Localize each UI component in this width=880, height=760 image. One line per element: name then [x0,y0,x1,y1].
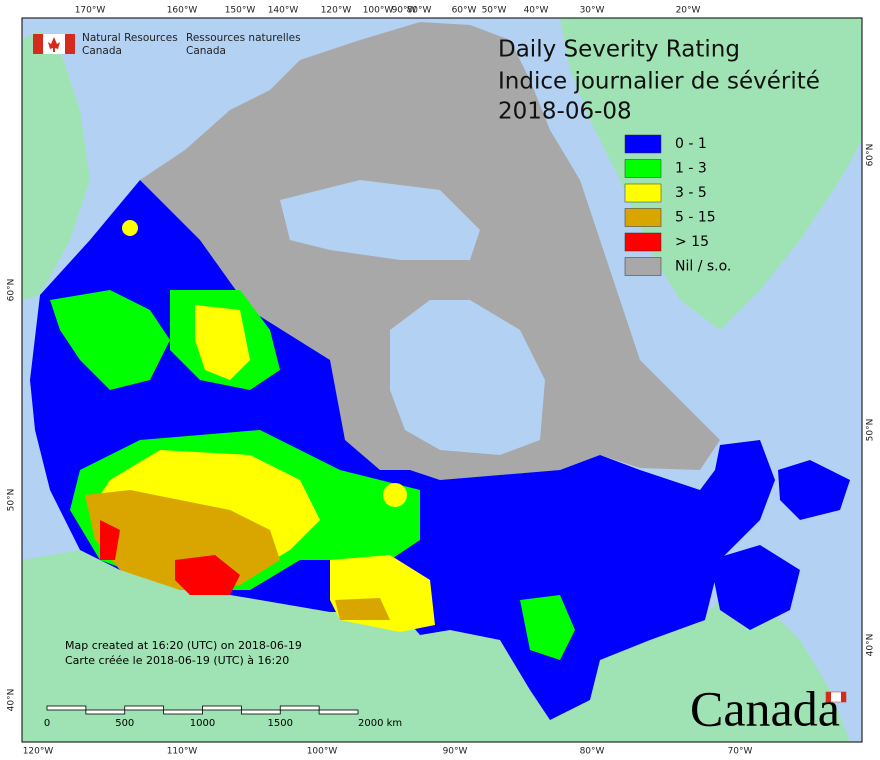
longitude-label: 120°W [321,6,352,16]
maritimes [710,545,800,630]
legend-label: Nil / s.o. [675,259,731,275]
greenland [560,18,862,330]
longitude-label: 20°W [676,6,701,16]
longitude-label: 100°W [307,747,338,757]
severity-3-5-nwt [195,305,250,380]
longitude-label: 50°W [482,6,507,16]
scale-label: 500 [115,718,134,729]
scale-bar-segment [163,709,203,715]
longitude-label: 100°W [363,6,394,16]
severity-1-3-west [50,290,170,390]
severity-gt15-bc [100,520,120,560]
note: Carte créée le 2018-06-19 (UTC) à 16:20 [65,654,289,667]
longitude-label: 140°W [268,6,299,16]
legend-swatch [624,183,662,203]
legend-swatch [624,159,662,178]
alaska [22,30,90,300]
scale-label: 1500 [268,718,293,729]
severity-5-15-prairies [85,490,280,590]
legend-swatch [624,134,662,154]
longitude-label: 40°W [524,6,549,16]
wordmark-flag [826,692,831,702]
severity-gt15-sask [175,555,240,595]
map-date: 2018-06-08 [498,99,632,125]
severity-1-3-east [520,595,575,660]
flag-bar [65,34,75,54]
latitude-label: 40°N [7,689,17,712]
latitude-label: 50°N [7,489,17,512]
longitude-label: 90°W [443,747,468,757]
longitude-label: 110°W [167,747,198,757]
longitude-label: 150°W [225,6,256,16]
latitude-label: 60°N [866,144,876,167]
longitude-label: 30°W [580,6,605,16]
scale-label: 1000 [190,718,215,729]
severity-3-5-spot [383,483,407,507]
scale-bar-segment [279,705,320,711]
longitude-label: 160°W [167,6,198,16]
longitude-label: 90°W [392,6,417,16]
hudson-bay [390,300,545,455]
map-title: Daily Severity Rating [498,37,740,63]
longitude-label: 60°W [452,6,477,16]
flag-bar [33,34,43,54]
scale-bar-segment [240,709,281,715]
scale-bar-segment [124,705,165,711]
latitude-label: 40°N [866,634,876,657]
agency-text: Canada [82,45,122,57]
map-title: Indice journalier de sévérité [498,69,820,95]
agency-text: Natural Resources [82,32,178,44]
newfoundland [778,460,850,520]
severity-3-5-yukon [122,220,138,236]
legend-swatch [624,208,662,227]
scale-label: 0 [44,718,50,729]
legend-label: 0 - 1 [675,136,707,152]
longitude-label: 120°W [23,747,54,757]
arctic-channels [280,180,480,260]
severity-5-15-ontario [335,598,390,620]
scale-bar-segment [318,709,359,715]
legend-label: 3 - 5 [675,185,707,201]
agency-text: Canada [186,45,226,57]
longitude-label: 80°W [580,747,605,757]
legend-label: 1 - 3 [675,161,707,177]
flag-leaf [48,37,60,52]
scale-label: 2000 km [358,718,402,729]
scale-bar-segment [85,709,126,715]
longitude-label: 170°W [75,6,106,16]
longitude-label: 70°W [728,747,753,757]
latitude-label: 50°N [866,419,876,442]
map-frame [21,17,863,743]
longitude-label: 80°W [407,6,432,16]
scale-bar-segment [202,705,242,711]
legend-swatch [624,232,662,252]
usa [22,550,850,742]
wordmark: Canada [690,680,840,736]
note: Map created at 16:20 (UTC) on 2018-06-19 [65,639,302,652]
legend-label: 5 - 15 [675,210,716,226]
legend-swatch [624,257,662,276]
wordmark-flag [841,692,846,702]
agency-text: Ressources naturelles [186,32,301,44]
latitude-label: 60°N [7,279,17,302]
scale-bar-segment [46,705,87,711]
legend-label: > 15 [675,234,709,250]
